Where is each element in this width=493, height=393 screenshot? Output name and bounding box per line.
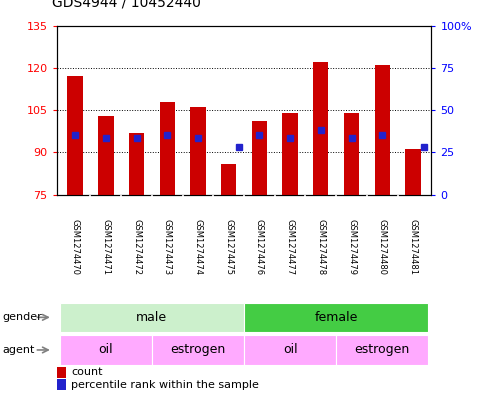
Bar (98, 116, 113, 195)
Text: GDS4944 / 10452440: GDS4944 / 10452440 (52, 0, 201, 10)
Bar (282, 113, 298, 195)
Text: GSM1274474: GSM1274474 (193, 219, 203, 275)
Text: GSM1274477: GSM1274477 (285, 219, 295, 275)
Text: GSM1274470: GSM1274470 (70, 219, 80, 275)
Text: female: female (315, 311, 358, 324)
Text: oil: oil (99, 343, 113, 356)
Bar (344, 113, 359, 195)
Text: oil: oil (283, 343, 297, 356)
Bar (57, 379, 66, 390)
Bar (252, 121, 267, 195)
Bar (405, 149, 421, 195)
Text: GSM1274480: GSM1274480 (378, 219, 387, 275)
Text: count: count (71, 367, 103, 377)
Text: estrogen: estrogen (171, 343, 226, 356)
Text: gender: gender (2, 312, 42, 322)
Text: estrogen: estrogen (354, 343, 410, 356)
Bar (375, 65, 390, 195)
Bar (313, 62, 328, 195)
Text: agent: agent (2, 345, 35, 355)
Bar (152, 335, 244, 365)
Bar (221, 163, 236, 195)
Bar (244, 335, 336, 365)
Bar (190, 107, 206, 195)
Text: GSM1274479: GSM1274479 (347, 219, 356, 275)
Text: GSM1274481: GSM1274481 (408, 219, 418, 275)
Text: GSM1274478: GSM1274478 (317, 219, 325, 275)
Text: percentile rank within the sample: percentile rank within the sample (71, 380, 259, 390)
Bar (129, 132, 144, 195)
Bar (68, 76, 83, 195)
Bar (60, 303, 244, 332)
Text: GSM1274472: GSM1274472 (132, 219, 141, 275)
Bar (57, 367, 66, 378)
Bar (336, 335, 428, 365)
Text: GSM1274475: GSM1274475 (224, 219, 233, 275)
Bar (160, 101, 175, 195)
Text: GSM1274473: GSM1274473 (163, 219, 172, 275)
Text: male: male (137, 311, 168, 324)
Bar (60, 335, 152, 365)
Text: GSM1274476: GSM1274476 (255, 219, 264, 275)
Bar (244, 303, 428, 332)
Text: GSM1274471: GSM1274471 (102, 219, 110, 275)
